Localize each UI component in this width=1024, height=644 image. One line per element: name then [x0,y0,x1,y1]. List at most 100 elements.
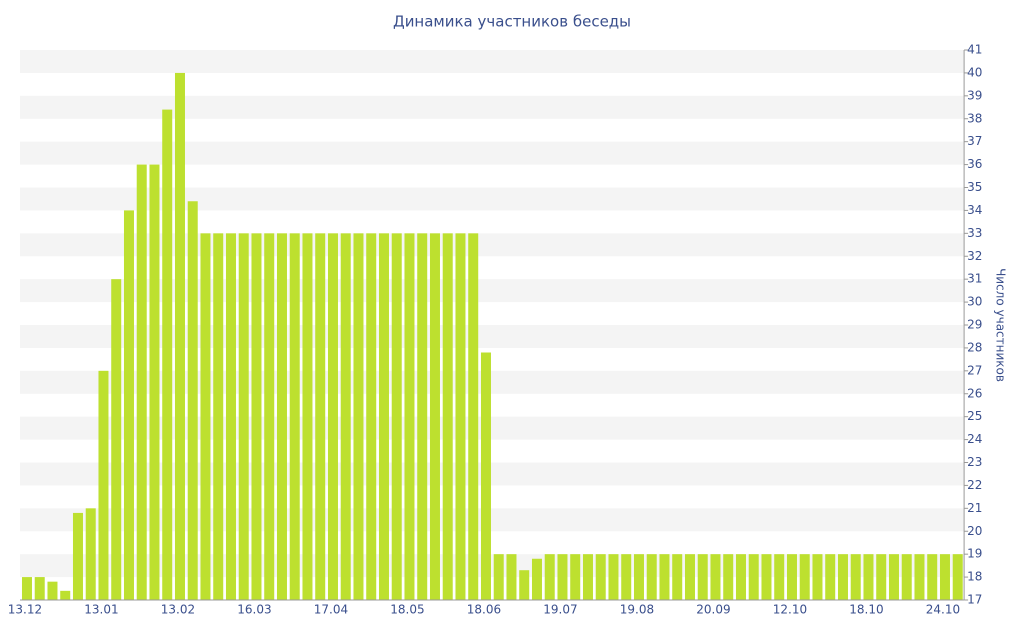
bar [710,554,721,600]
bar [429,233,440,601]
bar [353,233,364,601]
grid-band [20,554,965,578]
bar [608,554,619,600]
bar [914,554,925,600]
bar [850,554,861,600]
y-tick-label: 29 [967,318,982,332]
x-tick-label: 19.08 [620,603,654,617]
y-tick-label: 19 [967,547,982,561]
y-tick-label: 32 [967,249,982,263]
bar [225,233,236,601]
bar [98,370,109,600]
y-tick-label: 41 [967,43,982,57]
x-tick-label: 20.09 [696,603,730,617]
y-tick-label: 24 [967,432,982,446]
bar [799,554,810,600]
y-tick-label: 36 [967,157,982,171]
grid-band [20,233,965,257]
bar [506,554,517,600]
y-tick-label: 31 [967,272,982,286]
bar [366,233,377,601]
x-tick-label: 24.10 [926,603,960,617]
bar [174,72,185,600]
bar [123,210,134,600]
grid-band [20,187,965,211]
bar [391,233,402,601]
bar [952,554,963,600]
y-tick-label: 20 [967,524,982,538]
bar [276,233,287,601]
y-tick-label: 37 [967,134,982,148]
bar [825,554,836,600]
y-tick-label: 33 [967,226,982,240]
bar [659,554,670,600]
bar [302,233,313,601]
bar [200,233,211,601]
y-tick-label: 39 [967,88,982,102]
x-tick-label: 13.02 [161,603,195,617]
bar [378,233,389,601]
grid-band [20,416,965,440]
grid-band [20,370,965,394]
y-tick-label: 26 [967,386,982,400]
bar [863,554,874,600]
x-tick-label: 16.03 [237,603,271,617]
bar [901,554,912,600]
y-axis-label: Число участников [994,268,1008,382]
bar [60,590,71,600]
bar [888,554,899,600]
bar [876,554,887,600]
bar [774,554,785,600]
bar [238,233,249,601]
chart-title: Динамика участников беседы [393,13,631,31]
bar [672,554,683,600]
y-tick-label: 18 [967,570,982,584]
bar [315,233,326,601]
bar [162,109,173,600]
y-tick-label: 28 [967,340,982,354]
bar [684,554,695,600]
bar [111,279,122,600]
bar [72,512,83,600]
bar [697,554,708,600]
bar [480,352,491,600]
y-tick-label: 23 [967,455,982,469]
bar [570,554,581,600]
bar [621,554,632,600]
bar [264,233,275,601]
bar [21,577,32,600]
bar [455,233,466,601]
bar [544,554,555,600]
bar [812,554,823,600]
y-tick-label: 40 [967,65,982,79]
bar [582,554,593,600]
y-tick-label: 38 [967,111,982,125]
bar [149,164,160,601]
bar [837,554,848,600]
bar [213,233,224,601]
bar [531,558,542,600]
bar [85,508,96,600]
y-tick-label: 30 [967,295,982,309]
grid-band [20,279,965,303]
bar [646,554,657,600]
x-tick-label: 18.05 [390,603,424,617]
y-tick-label: 21 [967,501,982,515]
grid-band [20,50,965,73]
bar [786,554,797,600]
bar [327,233,338,601]
bar [723,554,734,600]
bar [735,554,746,600]
bar [748,554,759,600]
bar [557,554,568,600]
x-tick-label: 13.12 [8,603,42,617]
y-tick-label: 25 [967,409,982,423]
bar [761,554,772,600]
bar [595,554,606,600]
bar [927,554,938,600]
y-tick-label: 22 [967,478,982,492]
grid-band [20,508,965,532]
bar [468,233,479,601]
bar [251,233,262,601]
